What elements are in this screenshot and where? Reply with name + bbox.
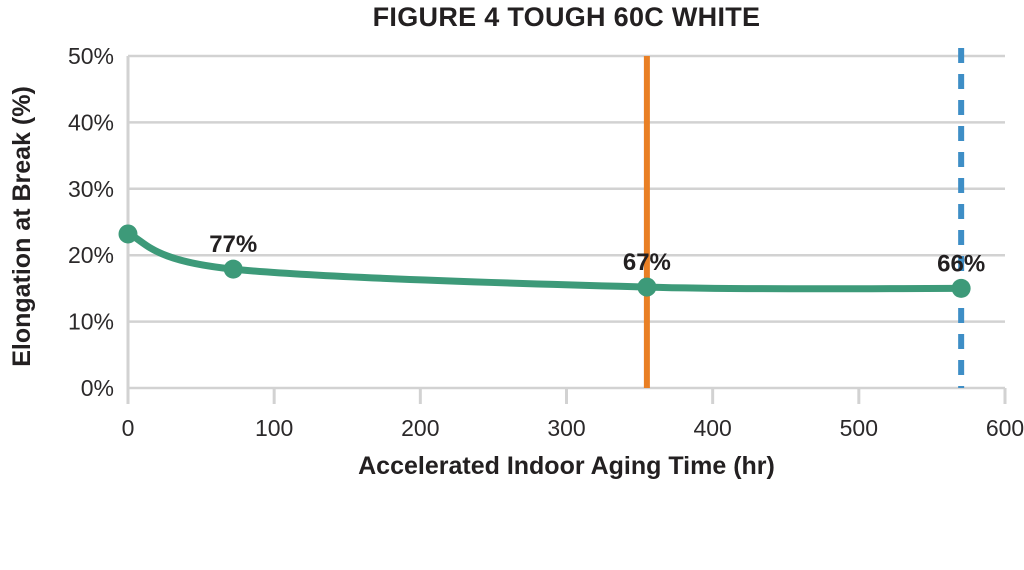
y-tick-label: 40% <box>68 109 114 135</box>
y-tick-label: 0% <box>81 375 114 401</box>
data-point-marker <box>223 259 243 279</box>
data-label: 77% <box>209 231 257 258</box>
data-label: 67% <box>623 249 671 276</box>
y-tick-label: 50% <box>68 43 114 69</box>
chart-title: FIGURE 4 TOUGH 60C WHITE <box>372 2 761 32</box>
data-point-marker <box>637 277 657 297</box>
x-axis-title: Accelerated Indoor Aging Time (hr) <box>358 452 775 480</box>
data-point-marker <box>951 278 971 298</box>
x-tick-label: 100 <box>255 415 293 441</box>
y-tick-label: 20% <box>68 242 114 268</box>
x-tick-label: 500 <box>840 415 878 441</box>
data-point-marker <box>118 224 138 244</box>
x-tick-label: 0 <box>122 415 135 441</box>
x-tick-label: 600 <box>986 415 1024 441</box>
x-tick-label: 400 <box>693 415 731 441</box>
y-tick-label: 10% <box>68 309 114 335</box>
y-tick-label: 30% <box>68 176 114 202</box>
legend: Figure 4 Tough 60C White 5 Year Aging 8 … <box>0 492 1024 562</box>
series-line <box>124 230 965 293</box>
x-tick-label: 300 <box>547 415 585 441</box>
x-tick-label: 200 <box>401 415 439 441</box>
data-label: 66% <box>937 250 985 277</box>
